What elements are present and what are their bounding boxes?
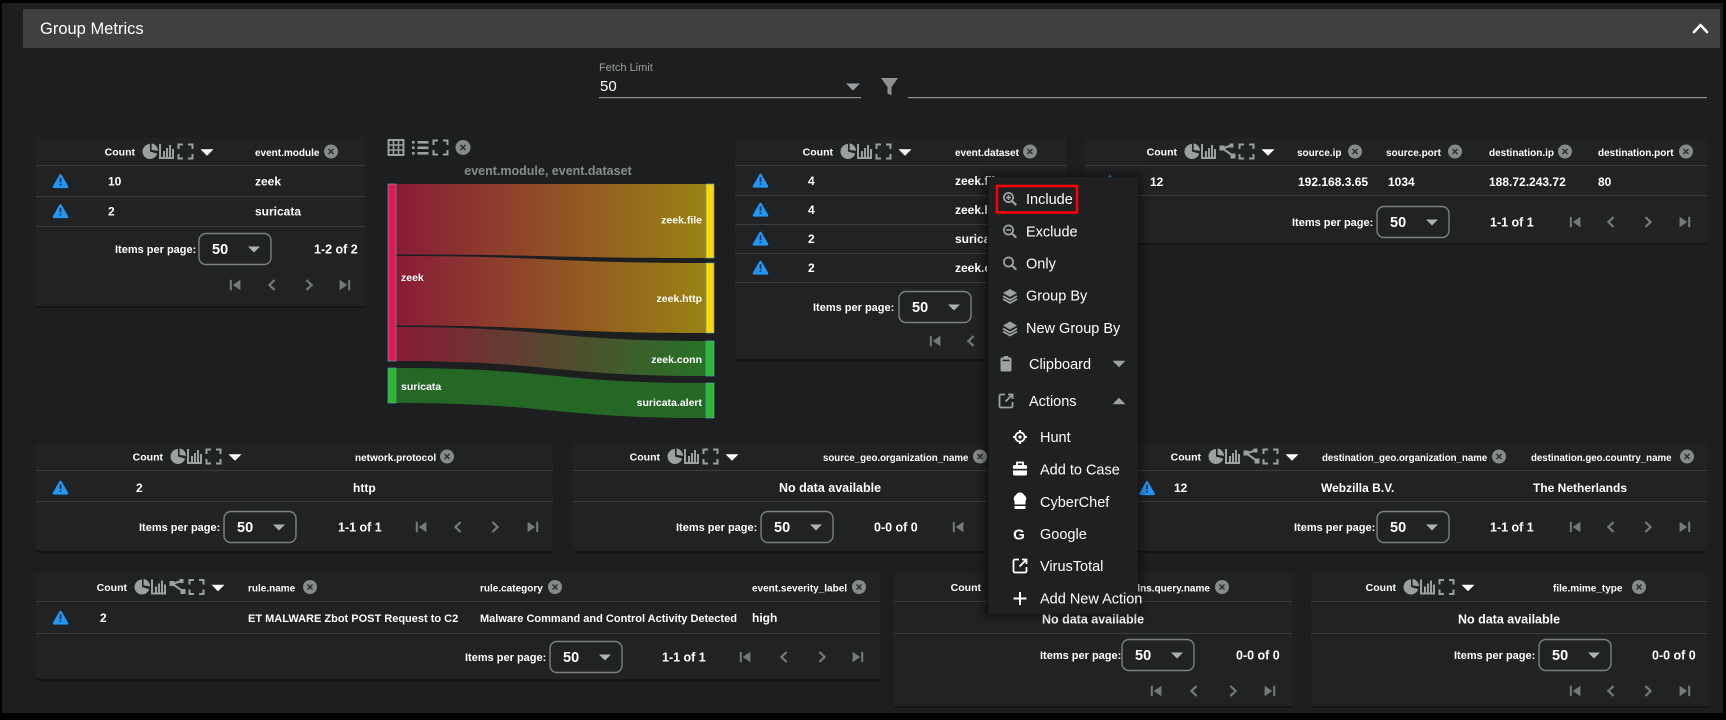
- svg-text:1034: 1034: [1388, 175, 1415, 189]
- svg-text:Items per page:: Items per page:: [139, 522, 220, 534]
- svg-text:Items per page:: Items per page:: [676, 522, 757, 534]
- svg-text:4: 4: [808, 174, 815, 188]
- svg-text:188.72.243.72: 188.72.243.72: [1489, 175, 1566, 189]
- svg-text:50: 50: [1390, 520, 1406, 536]
- svg-text:file.mime_type: file.mime_type: [1553, 584, 1623, 595]
- svg-text:destination.port: destination.port: [1598, 148, 1674, 159]
- svg-text:2: 2: [100, 611, 107, 625]
- svg-text:50: 50: [237, 520, 253, 536]
- svg-text:rule.name: rule.name: [248, 584, 296, 595]
- svg-text:event.severity_label: event.severity_label: [752, 584, 847, 595]
- svg-text:Count: Count: [803, 147, 834, 159]
- svg-text:http: http: [353, 481, 376, 495]
- svg-text:Google: Google: [1040, 527, 1087, 543]
- svg-text:event.dataset: event.dataset: [955, 148, 1020, 159]
- svg-text:50: 50: [212, 242, 228, 258]
- svg-text:VirusTotal: VirusTotal: [1040, 559, 1103, 575]
- svg-text:zeek.conn: zeek.conn: [651, 354, 702, 366]
- svg-text:CyberChef: CyberChef: [1040, 495, 1110, 511]
- svg-text:Items per page:: Items per page:: [465, 652, 546, 664]
- svg-text:Count: Count: [1171, 452, 1202, 464]
- svg-text:Group Metrics: Group Metrics: [40, 20, 144, 38]
- svg-text:rule.category: rule.category: [480, 584, 543, 595]
- svg-text:ET MALWARE Zbot POST Request t: ET MALWARE Zbot POST Request to C2: [248, 613, 458, 625]
- svg-text:Only: Only: [1026, 257, 1057, 273]
- svg-text:destination.geo.country_name: destination.geo.country_name: [1531, 453, 1672, 464]
- svg-text:Count: Count: [951, 582, 982, 594]
- svg-text:Count: Count: [1366, 582, 1397, 594]
- svg-text:Webzilla B.V.: Webzilla B.V.: [1321, 481, 1394, 495]
- svg-text:event.module: event.module: [255, 148, 320, 159]
- svg-text:50: 50: [600, 78, 617, 95]
- svg-text:50: 50: [912, 300, 928, 316]
- svg-text:2: 2: [136, 481, 143, 495]
- svg-text:192.168.3.65: 192.168.3.65: [1298, 175, 1368, 189]
- svg-text:zeek: zeek: [255, 175, 281, 189]
- svg-text:Items per page:: Items per page:: [813, 302, 894, 314]
- svg-text:Exclude: Exclude: [1026, 225, 1078, 241]
- svg-text:10: 10: [108, 175, 122, 189]
- svg-text:50: 50: [774, 520, 790, 536]
- svg-text:zeek.http: zeek.http: [656, 293, 702, 305]
- svg-text:0-0 of 0: 0-0 of 0: [874, 521, 918, 535]
- svg-text:1-1 of 1: 1-1 of 1: [662, 651, 706, 665]
- svg-text:No data available: No data available: [779, 481, 881, 495]
- svg-text:Items per page:: Items per page:: [1294, 522, 1375, 534]
- svg-text:No data available: No data available: [1458, 613, 1560, 627]
- svg-text:Malware Command and Control Ac: Malware Command and Control Activity Det…: [480, 613, 737, 625]
- svg-text:80: 80: [1598, 175, 1612, 189]
- svg-text:suricata: suricata: [255, 205, 301, 219]
- svg-text:1-2 of 2: 1-2 of 2: [314, 243, 358, 257]
- svg-text:50: 50: [1390, 215, 1406, 231]
- svg-text:Hunt: Hunt: [1040, 430, 1071, 446]
- svg-text:G: G: [1013, 527, 1025, 544]
- svg-text:0-0 of 0: 0-0 of 0: [1652, 649, 1696, 663]
- svg-text:0-0 of 0: 0-0 of 0: [1236, 649, 1280, 663]
- svg-text:network.protocol: network.protocol: [355, 453, 436, 464]
- svg-text:Add to Case: Add to Case: [1040, 463, 1120, 479]
- svg-text:50: 50: [563, 650, 579, 666]
- svg-text:Count: Count: [97, 582, 128, 594]
- svg-text:The Netherlands: The Netherlands: [1533, 481, 1627, 495]
- svg-text:suricata: suricata: [401, 381, 441, 393]
- svg-text:12: 12: [1174, 481, 1188, 495]
- svg-text:high: high: [752, 611, 777, 625]
- svg-text:Count: Count: [133, 452, 164, 464]
- svg-text:source.port: source.port: [1386, 148, 1442, 159]
- svg-text:destination_geo.organization_n: destination_geo.organization_name: [1322, 453, 1488, 464]
- svg-text:12: 12: [1150, 175, 1164, 189]
- svg-text:Actions: Actions: [1029, 394, 1077, 410]
- svg-text:1-1 of 1: 1-1 of 1: [1490, 521, 1534, 535]
- svg-text:Items per page:: Items per page:: [1292, 217, 1373, 229]
- svg-text:Include: Include: [1026, 192, 1073, 208]
- svg-text:Fetch Limit: Fetch Limit: [599, 62, 653, 74]
- svg-text:event.module, event.dataset: event.module, event.dataset: [464, 164, 632, 178]
- svg-text:Count: Count: [630, 452, 661, 464]
- svg-text:Count: Count: [105, 147, 136, 159]
- svg-text:1-1 of 1: 1-1 of 1: [1490, 216, 1534, 230]
- svg-text:New Group By: New Group By: [1026, 321, 1121, 337]
- svg-text:Items per page:: Items per page:: [115, 244, 196, 256]
- svg-text:Items per page:: Items per page:: [1040, 650, 1121, 662]
- svg-text:Clipboard: Clipboard: [1029, 357, 1091, 373]
- svg-text:2: 2: [808, 232, 815, 246]
- svg-text:50: 50: [1135, 648, 1151, 664]
- svg-text:1-1 of 1: 1-1 of 1: [338, 521, 382, 535]
- svg-text:dns.query.name: dns.query.name: [1134, 584, 1210, 595]
- svg-text:suricata.alert: suricata.alert: [637, 397, 703, 409]
- svg-text:2: 2: [108, 205, 115, 219]
- svg-text:source.ip: source.ip: [1297, 148, 1341, 159]
- svg-text:Group By: Group By: [1026, 289, 1088, 305]
- svg-text:source_geo.organization_name: source_geo.organization_name: [823, 453, 969, 464]
- svg-text:Items per page:: Items per page:: [1454, 650, 1535, 662]
- svg-text:zeek: zeek: [401, 272, 424, 284]
- svg-text:4: 4: [808, 203, 815, 217]
- svg-text:destination.ip: destination.ip: [1489, 148, 1554, 159]
- svg-text:Add New Action: Add New Action: [1040, 592, 1142, 608]
- svg-text:50: 50: [1552, 648, 1568, 664]
- svg-text:2: 2: [808, 261, 815, 275]
- svg-text:Count: Count: [1147, 147, 1178, 159]
- svg-text:zeek.file: zeek.file: [661, 215, 702, 227]
